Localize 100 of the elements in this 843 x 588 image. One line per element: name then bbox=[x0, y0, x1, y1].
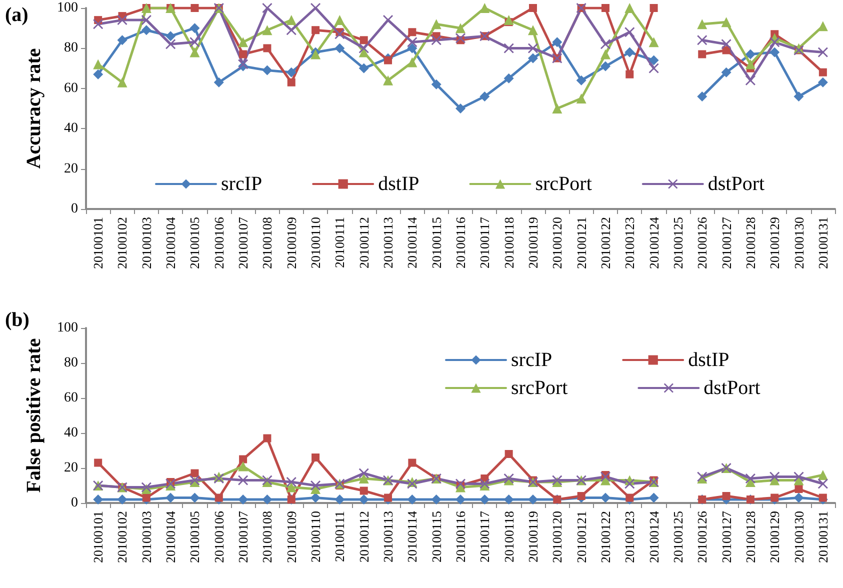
x-tick-label: 20100106 bbox=[211, 510, 226, 563]
x-tick-label: 20100108 bbox=[260, 511, 275, 563]
point bbox=[286, 482, 296, 492]
y-tick-label: 60 bbox=[64, 390, 78, 406]
point bbox=[407, 57, 418, 68]
point bbox=[504, 73, 514, 84]
x-tick-label: 20100130 bbox=[791, 217, 806, 269]
point bbox=[576, 75, 586, 86]
point bbox=[312, 454, 320, 462]
point bbox=[794, 492, 804, 503]
point bbox=[528, 4, 537, 12]
point bbox=[722, 492, 730, 500]
x-tick-label: 20100119 bbox=[525, 217, 540, 269]
point bbox=[818, 494, 827, 502]
point bbox=[141, 25, 152, 36]
x-tick-label: 20100129 bbox=[767, 217, 782, 269]
point bbox=[310, 492, 321, 503]
x-tick-label: 20100110 bbox=[308, 217, 324, 269]
point bbox=[286, 25, 296, 36]
point bbox=[770, 494, 779, 502]
point bbox=[358, 494, 369, 504]
point bbox=[528, 494, 538, 504]
x-tick-label: 20100127 bbox=[718, 510, 734, 563]
x-tick-label: 20100125 bbox=[670, 217, 686, 269]
x-tick-label: 20100104 bbox=[163, 216, 178, 269]
point bbox=[358, 468, 369, 478]
x-tick-label: 20100120 bbox=[550, 217, 565, 269]
y-tick-label: 100 bbox=[57, 0, 78, 16]
point bbox=[431, 35, 442, 46]
point bbox=[721, 17, 732, 28]
x-tick-label: 20100123 bbox=[622, 217, 638, 269]
point bbox=[358, 43, 369, 54]
point bbox=[648, 37, 659, 48]
point bbox=[190, 37, 200, 48]
point bbox=[721, 39, 732, 50]
y-axis-title: Accuracy rate bbox=[23, 48, 45, 169]
point bbox=[624, 3, 635, 13]
point bbox=[286, 67, 296, 78]
x-tick-label: 20100109 bbox=[284, 511, 299, 563]
point bbox=[238, 461, 248, 472]
point bbox=[166, 39, 176, 50]
x-tick-label: 20100121 bbox=[574, 511, 589, 563]
point bbox=[117, 77, 128, 88]
point bbox=[601, 4, 610, 12]
x-tick-label: 20100110 bbox=[308, 511, 324, 563]
legend-label: srcPort bbox=[535, 173, 592, 195]
x-tick-label: 20100102 bbox=[114, 217, 130, 269]
point bbox=[794, 475, 804, 486]
point bbox=[142, 494, 150, 502]
x-tick-label: 20100127 bbox=[718, 216, 734, 269]
point bbox=[697, 91, 708, 102]
point bbox=[600, 475, 610, 486]
point bbox=[190, 492, 200, 503]
point bbox=[600, 39, 610, 50]
point bbox=[504, 43, 514, 54]
point bbox=[528, 53, 538, 64]
point bbox=[407, 494, 418, 504]
point bbox=[504, 494, 514, 504]
x-tick-label: 20100128 bbox=[742, 217, 758, 269]
x-tick-label: 20100118 bbox=[501, 511, 516, 563]
legend-label: dstIP bbox=[378, 173, 420, 195]
point bbox=[94, 458, 102, 467]
x-tick-label: 20100111 bbox=[332, 511, 348, 562]
point bbox=[504, 450, 513, 458]
y-tick-label: 40 bbox=[64, 121, 78, 136]
point bbox=[312, 26, 320, 34]
x-tick-label: 20100120 bbox=[550, 511, 565, 563]
point bbox=[456, 494, 466, 504]
point bbox=[190, 4, 199, 12]
point bbox=[818, 68, 827, 76]
x-tick-label: 20100104 bbox=[163, 510, 178, 563]
point bbox=[407, 37, 418, 48]
point bbox=[624, 47, 635, 58]
point bbox=[358, 63, 369, 74]
x-tick-label: 20100103 bbox=[138, 217, 154, 269]
x-tick-label: 20100101 bbox=[90, 217, 106, 269]
point bbox=[263, 44, 272, 52]
x-tick-label: 20100124 bbox=[646, 510, 662, 563]
point bbox=[528, 25, 538, 36]
point bbox=[818, 470, 828, 480]
point bbox=[93, 69, 104, 80]
chart-title: (a) bbox=[5, 4, 28, 26]
point bbox=[770, 37, 780, 48]
point bbox=[480, 494, 490, 504]
point bbox=[117, 494, 128, 504]
x-tick-label: 20100115 bbox=[428, 511, 444, 563]
point bbox=[239, 50, 248, 58]
x-tick-label: 20100117 bbox=[477, 510, 492, 563]
point bbox=[456, 478, 466, 489]
x-tick-label: 20100115 bbox=[428, 217, 444, 269]
point bbox=[239, 455, 248, 464]
point bbox=[456, 104, 466, 114]
point bbox=[214, 494, 223, 502]
point bbox=[552, 104, 562, 114]
x-tick-label: 20100116 bbox=[453, 216, 468, 269]
x-tick-label: 20100126 bbox=[694, 510, 710, 563]
point bbox=[697, 35, 708, 46]
point bbox=[648, 55, 659, 66]
x-tick-label: 20100116 bbox=[453, 510, 468, 563]
point bbox=[190, 47, 200, 58]
